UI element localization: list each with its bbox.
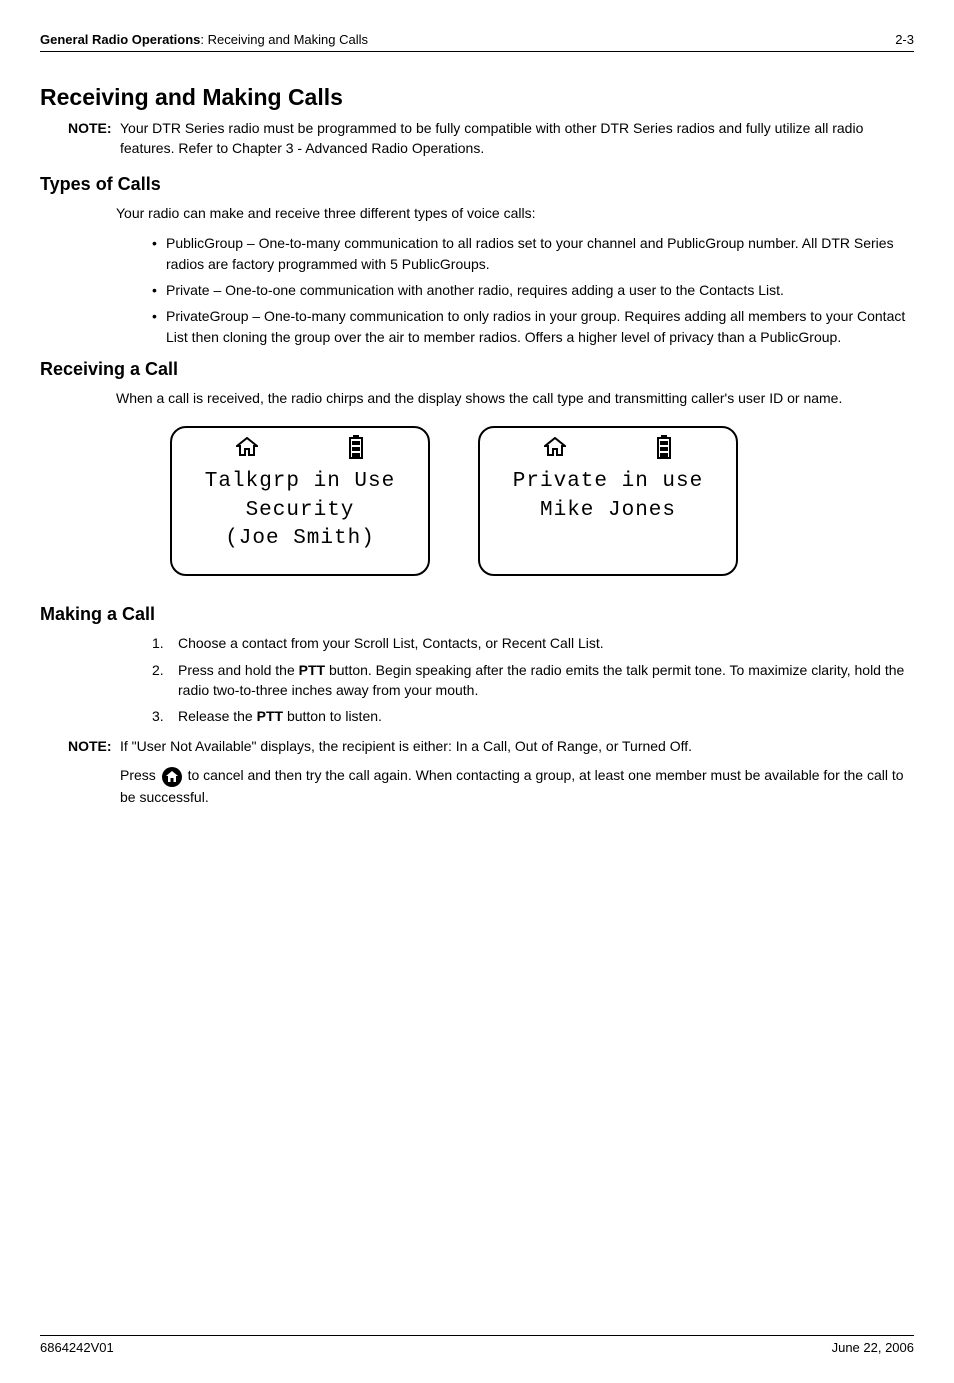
home-button-icon — [162, 767, 182, 787]
list-item: Private – One-to-one communication with … — [152, 280, 914, 300]
note-text: Press — [120, 767, 160, 783]
screen-line: Talkgrp in Use — [182, 468, 418, 496]
screen-line: Private in use — [490, 468, 726, 496]
header-section: General Radio Operations — [40, 32, 200, 47]
note-label: NOTE: — [68, 119, 120, 139]
note-text: to cancel and then try the call again. W… — [120, 767, 904, 804]
battery-icon — [348, 435, 364, 464]
page-header: General Radio Operations: Receiving and … — [40, 32, 914, 52]
home-icon — [544, 437, 566, 462]
list-item: Release the PTT button to listen. — [152, 706, 914, 726]
screen-line: Mike Jones — [490, 497, 726, 525]
note-paragraph: Press to cancel and then try the call ag… — [120, 765, 914, 807]
header-left: General Radio Operations: Receiving and … — [40, 32, 368, 47]
home-icon — [236, 437, 258, 462]
step-text: Release the — [178, 708, 257, 724]
header-subsection: : Receiving and Making Calls — [200, 32, 368, 47]
screen-line: (Joe Smith) — [182, 525, 418, 553]
step-text: button to listen. — [283, 708, 382, 724]
section-heading: Receiving and Making Calls — [40, 84, 914, 111]
ptt-label: PTT — [299, 662, 325, 678]
receiving-intro: When a call is received, the radio chirp… — [116, 388, 914, 408]
note-block-2: NOTE:If "User Not Available" displays, t… — [120, 736, 914, 807]
list-item: Choose a contact from your Scroll List, … — [152, 633, 914, 653]
list-item: Press and hold the PTT button. Begin spe… — [152, 660, 914, 701]
screen-line: Security — [182, 497, 418, 525]
step-text: Press and hold the — [178, 662, 299, 678]
note-label: NOTE: — [68, 736, 120, 757]
screen-left: Talkgrp in Use Security (Joe Smith) — [170, 426, 430, 576]
ptt-label: PTT — [257, 708, 283, 724]
types-intro: Your radio can make and receive three di… — [116, 203, 914, 223]
screen-right: Private in use Mike Jones — [478, 426, 738, 576]
receiving-heading: Receiving a Call — [40, 359, 914, 380]
types-list: PublicGroup – One-to-many communication … — [152, 233, 914, 346]
header-page-number: 2-3 — [895, 32, 914, 47]
page-footer: 6864242V01 June 22, 2006 — [40, 1335, 914, 1355]
status-row — [490, 436, 726, 462]
note-block-1: NOTE:Your DTR Series radio must be progr… — [120, 119, 914, 158]
screen-illustrations: Talkgrp in Use Security (Joe Smith) — [170, 426, 914, 576]
note-text: If "User Not Available" displays, the re… — [120, 738, 692, 754]
making-heading: Making a Call — [40, 604, 914, 625]
list-item: PublicGroup – One-to-many communication … — [152, 233, 914, 274]
making-steps: Choose a contact from your Scroll List, … — [152, 633, 914, 726]
note-text: Your DTR Series radio must be programmed… — [120, 120, 863, 156]
page-content: Receiving and Making Calls NOTE:Your DTR… — [0, 52, 954, 808]
types-heading: Types of Calls — [40, 174, 914, 195]
footer-date: June 22, 2006 — [832, 1340, 914, 1355]
battery-icon — [656, 435, 672, 464]
list-item: PrivateGroup – One-to-many communication… — [152, 306, 914, 347]
status-row — [182, 436, 418, 462]
footer-doc-number: 6864242V01 — [40, 1340, 114, 1355]
